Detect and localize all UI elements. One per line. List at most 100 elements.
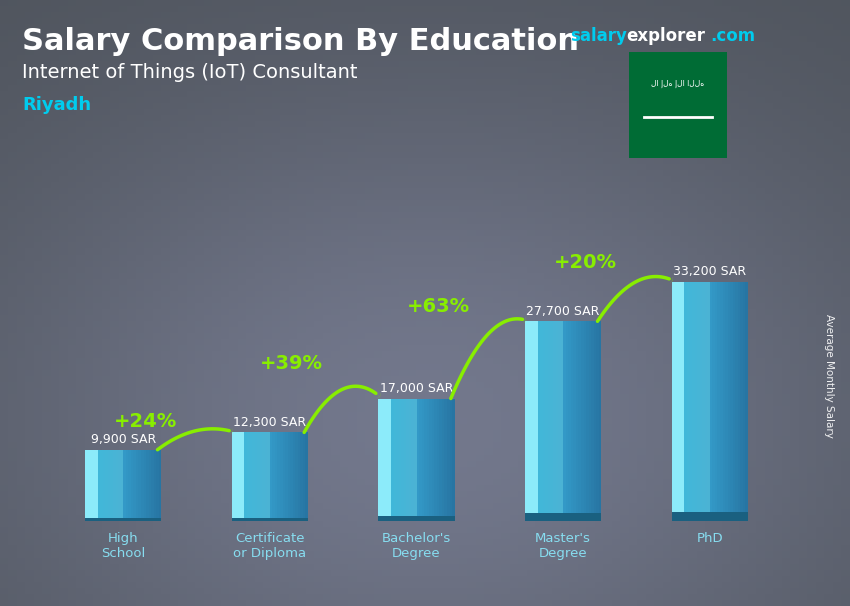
Bar [593, 321, 597, 521]
Bar [277, 433, 280, 521]
Text: 33,200 SAR: 33,200 SAR [673, 265, 746, 278]
Bar [536, 321, 538, 521]
Bar [543, 321, 546, 521]
Bar [733, 282, 735, 521]
Bar [740, 282, 743, 521]
Bar [427, 399, 429, 521]
Bar [445, 399, 447, 521]
Bar [300, 433, 303, 521]
Bar [677, 282, 679, 521]
Bar [245, 433, 247, 521]
Bar [133, 450, 136, 521]
Bar [672, 511, 748, 521]
Bar [682, 282, 684, 521]
Bar [108, 450, 110, 521]
Bar [285, 433, 288, 521]
Bar [730, 282, 733, 521]
Bar [541, 321, 543, 521]
Bar [566, 321, 569, 521]
Text: salary: salary [570, 27, 626, 45]
Text: +39%: +39% [260, 355, 323, 373]
Bar [710, 282, 712, 521]
Bar [98, 450, 100, 521]
Bar [411, 399, 414, 521]
Bar [450, 399, 452, 521]
Bar [136, 450, 139, 521]
Bar [267, 433, 270, 521]
Text: Salary Comparison By Education: Salary Comparison By Education [22, 27, 579, 56]
Text: 12,300 SAR: 12,300 SAR [233, 416, 306, 429]
Bar [578, 321, 581, 521]
Bar [264, 433, 268, 521]
Bar [401, 399, 404, 521]
Bar [556, 321, 558, 521]
Bar [93, 450, 95, 521]
Bar [287, 433, 291, 521]
Bar [378, 399, 381, 521]
Bar [694, 282, 697, 521]
Bar [144, 450, 146, 521]
Text: +24%: +24% [114, 412, 177, 431]
Bar [700, 282, 702, 521]
Text: .com: .com [710, 27, 755, 45]
Text: لا إله إلا الله: لا إله إلا الله [651, 79, 705, 88]
Bar [525, 321, 528, 521]
Text: +63%: +63% [407, 296, 470, 316]
Bar [290, 433, 293, 521]
Text: 9,900 SAR: 9,900 SAR [91, 433, 156, 446]
Bar [292, 433, 296, 521]
Bar [88, 450, 90, 521]
Bar [437, 399, 439, 521]
Bar [715, 282, 717, 521]
Text: Internet of Things (IoT) Consultant: Internet of Things (IoT) Consultant [22, 62, 358, 82]
Bar [85, 518, 162, 521]
Bar [240, 433, 242, 521]
Bar [447, 399, 450, 521]
Bar [571, 321, 574, 521]
Bar [414, 399, 416, 521]
Bar [305, 433, 308, 521]
Bar [429, 399, 432, 521]
Bar [237, 433, 240, 521]
Bar [692, 282, 694, 521]
Bar [232, 433, 235, 521]
Bar [388, 399, 391, 521]
Bar [591, 321, 594, 521]
Bar [85, 450, 88, 521]
Bar [546, 321, 548, 521]
Bar [416, 399, 419, 521]
Bar [452, 399, 455, 521]
Bar [738, 282, 740, 521]
Bar [722, 282, 725, 521]
Bar [141, 450, 144, 521]
Bar [689, 282, 692, 521]
Bar [409, 399, 411, 521]
Bar [588, 321, 592, 521]
Bar [525, 513, 601, 521]
Bar [725, 282, 728, 521]
Bar [128, 450, 131, 521]
Bar [151, 450, 154, 521]
Bar [399, 399, 401, 521]
Bar [548, 321, 551, 521]
Bar [720, 282, 722, 521]
Bar [419, 399, 422, 521]
Bar [406, 399, 409, 521]
Bar [269, 433, 273, 521]
Bar [674, 282, 677, 521]
Text: explorer: explorer [626, 27, 705, 45]
Bar [298, 433, 300, 521]
Bar [247, 433, 250, 521]
Bar [533, 321, 536, 521]
Bar [139, 450, 141, 521]
Bar [123, 450, 126, 521]
Bar [391, 399, 394, 521]
Bar [707, 282, 710, 521]
Bar [149, 450, 151, 521]
Bar [126, 450, 128, 521]
Bar [586, 321, 589, 521]
Bar [598, 321, 602, 521]
Bar [684, 282, 687, 521]
Bar [561, 321, 564, 521]
Bar [103, 450, 105, 521]
